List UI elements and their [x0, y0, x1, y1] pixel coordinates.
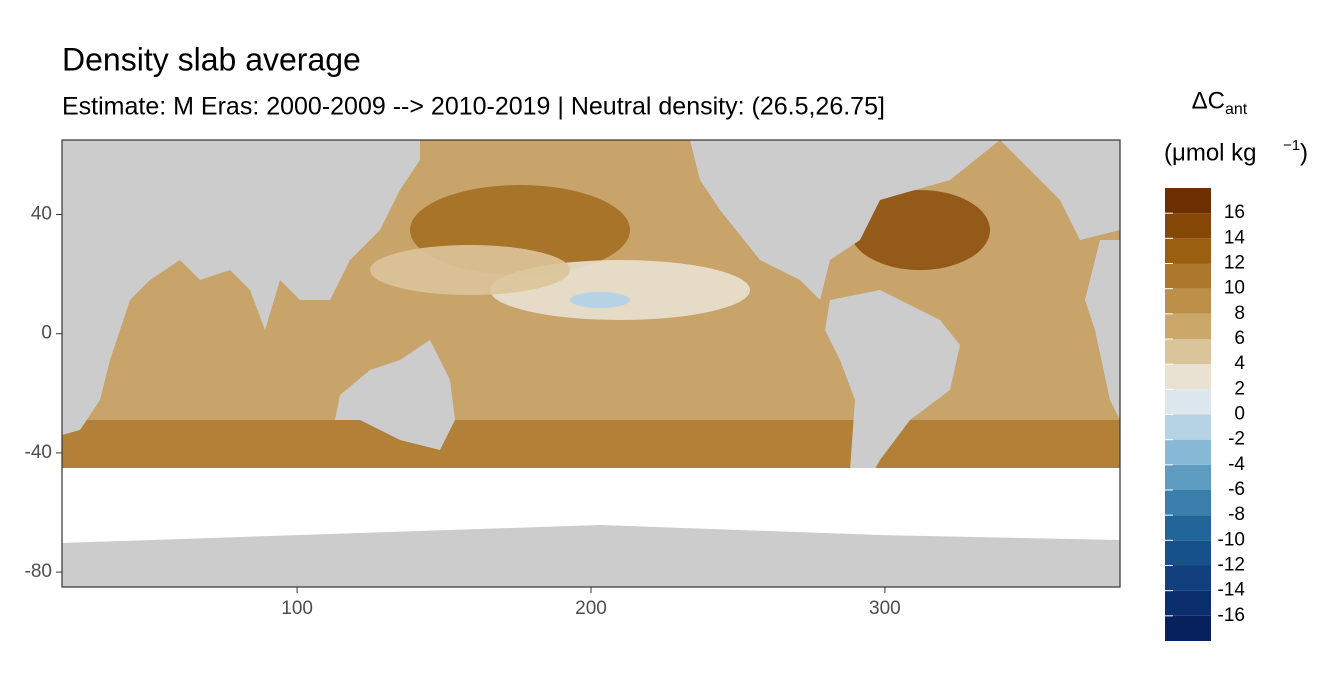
legend-tick-label: -4	[1228, 454, 1245, 475]
legend-bin	[1165, 339, 1211, 365]
legend-bin	[1165, 288, 1211, 314]
legend-title-sub: ant	[1225, 101, 1248, 118]
legend-bin	[1165, 364, 1211, 390]
legend-bin	[1165, 439, 1211, 465]
y-tick-label: 40	[31, 204, 52, 225]
y-tick-label: -80	[25, 561, 52, 582]
legend-unit-end: )	[1300, 139, 1308, 166]
x-tick-label: 300	[869, 598, 901, 619]
land	[1085, 240, 1120, 420]
antarctica	[62, 525, 1120, 587]
legend-bin	[1165, 414, 1211, 440]
legend-tick-label: 16	[1224, 202, 1245, 223]
land	[335, 340, 455, 450]
legend-bin	[1165, 515, 1211, 541]
map	[61, 139, 1121, 588]
x-tick-label: 100	[281, 598, 313, 619]
land	[690, 140, 1000, 300]
legend-tick-label: -8	[1228, 504, 1245, 525]
legend-bin	[1165, 565, 1211, 591]
x-tick-label: 200	[575, 598, 607, 619]
land	[62, 140, 420, 435]
legend-bin	[1165, 389, 1211, 415]
legend-unit-sup: −1	[1283, 137, 1300, 154]
legend-tick-label: -12	[1218, 555, 1245, 576]
ocean-shade	[850, 190, 990, 270]
legend-tick-label: 2	[1234, 378, 1245, 399]
legend-tick-label: 14	[1224, 227, 1246, 248]
legend-bin	[1165, 590, 1211, 616]
ocean-shade	[62, 420, 1120, 468]
land	[1000, 140, 1120, 240]
ocean-shade	[570, 292, 630, 308]
legend-bin	[1165, 188, 1211, 214]
legend-bin	[1165, 263, 1211, 289]
chart-title: Density slab average	[62, 41, 361, 77]
legend-tick-label: 0	[1234, 404, 1245, 425]
legend-tick-label: -2	[1228, 429, 1245, 450]
legend-unit: (μmol kg	[1164, 139, 1257, 166]
land	[825, 290, 960, 495]
legend-bin	[1165, 540, 1211, 566]
legend-tick-label: 6	[1234, 328, 1245, 349]
legend-tick-label: 4	[1234, 353, 1245, 374]
legend-tick-label: -16	[1218, 605, 1245, 626]
legend-tick-label: -14	[1218, 580, 1246, 601]
y-tick-label: 0	[41, 323, 52, 344]
legend-bin	[1165, 464, 1211, 490]
legend-title: ΔC	[1192, 87, 1225, 114]
ocean-shade	[370, 245, 570, 295]
legend-tick-label: -6	[1228, 479, 1245, 500]
legend-bin	[1165, 238, 1211, 264]
legend-bin	[1165, 213, 1211, 239]
legend-tick-label: 12	[1224, 253, 1245, 274]
legend-bin	[1165, 615, 1211, 641]
legend-tick-label: -10	[1218, 529, 1245, 550]
chart-subtitle: Estimate: M Eras: 2000-2009 --> 2010-201…	[62, 93, 885, 121]
legend-tick-label: 8	[1234, 303, 1245, 324]
legend-bin	[1165, 313, 1211, 339]
legend-tick-label: 10	[1224, 278, 1245, 299]
legend-bin	[1165, 490, 1211, 516]
y-tick-label: -40	[25, 442, 52, 463]
